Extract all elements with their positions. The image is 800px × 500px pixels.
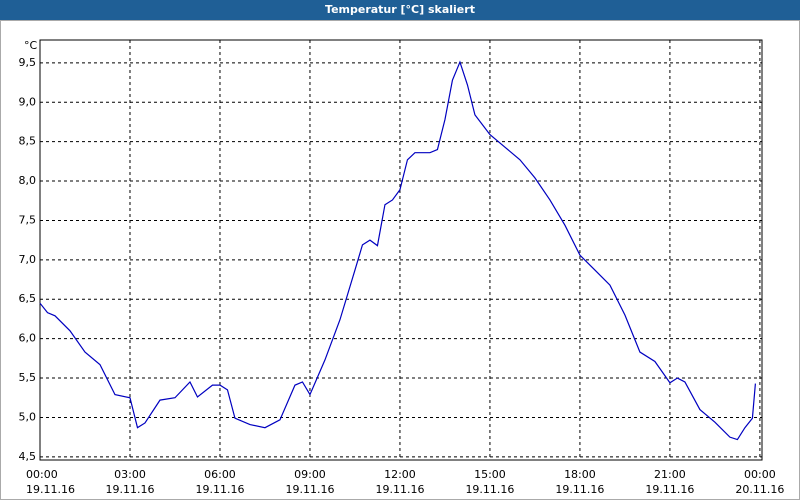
y-tick-label: 8,0 bbox=[19, 174, 37, 187]
y-tick-label: 8,5 bbox=[19, 135, 37, 148]
x-tick-date: 19.11.16 bbox=[195, 483, 244, 496]
x-tick-date: 19.11.16 bbox=[375, 483, 424, 496]
y-unit: °C bbox=[24, 39, 38, 52]
x-tick-label: 12:00 bbox=[384, 468, 416, 481]
x-tick-date: 20.11.16 bbox=[735, 483, 784, 496]
x-tick-label: 06:00 bbox=[204, 468, 236, 481]
x-tick-date: 19.11.16 bbox=[285, 483, 334, 496]
x-tick-label: 00:00 bbox=[26, 468, 58, 481]
y-tick-label: 7,0 bbox=[19, 253, 37, 266]
x-tick-label: 15:00 bbox=[474, 468, 506, 481]
x-tick-label: 03:00 bbox=[114, 468, 146, 481]
title-bar bbox=[0, 0, 800, 20]
x-tick-label: 21:00 bbox=[654, 468, 686, 481]
chart-title: Temperatur [°C] skaliert bbox=[325, 3, 475, 16]
y-tick-label: 5,0 bbox=[19, 410, 37, 423]
x-tick-label: 00:00 bbox=[744, 468, 776, 481]
x-tick-date: 19.11.16 bbox=[465, 483, 514, 496]
y-tick-label: 5,5 bbox=[19, 371, 37, 384]
plot-border bbox=[39, 39, 763, 461]
y-tick-label: 9,0 bbox=[19, 95, 37, 108]
x-tick-date: 19.11.16 bbox=[555, 483, 604, 496]
y-tick-label: 7,5 bbox=[19, 213, 37, 226]
y-tick-label: 9,5 bbox=[19, 56, 37, 69]
y-tick-label: 6,5 bbox=[19, 292, 37, 305]
y-tick-label: 6,0 bbox=[19, 332, 37, 345]
x-tick-date: 19.11.16 bbox=[26, 483, 75, 496]
y-tick-label: 4,5 bbox=[19, 450, 37, 463]
x-tick-date: 19.11.16 bbox=[645, 483, 694, 496]
x-tick-label: 18:00 bbox=[564, 468, 596, 481]
x-tick-label: 09:00 bbox=[294, 468, 326, 481]
x-tick-date: 19.11.16 bbox=[105, 483, 154, 496]
line bbox=[39, 60, 756, 441]
